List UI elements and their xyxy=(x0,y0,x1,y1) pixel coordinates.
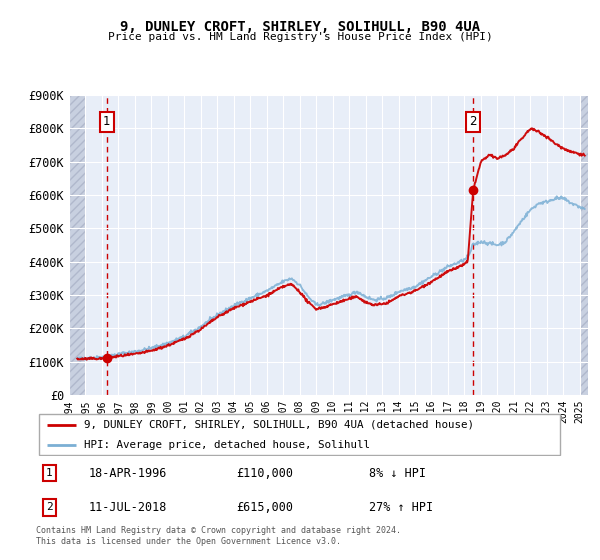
Text: 9, DUNLEY CROFT, SHIRLEY, SOLIHULL, B90 4UA: 9, DUNLEY CROFT, SHIRLEY, SOLIHULL, B90 … xyxy=(120,20,480,34)
Text: £110,000: £110,000 xyxy=(236,467,293,480)
Text: HPI: Average price, detached house, Solihull: HPI: Average price, detached house, Soli… xyxy=(83,440,370,450)
Bar xyxy=(69,95,85,395)
Text: 9, DUNLEY CROFT, SHIRLEY, SOLIHULL, B90 4UA (detached house): 9, DUNLEY CROFT, SHIRLEY, SOLIHULL, B90 … xyxy=(83,419,473,430)
Text: 18-APR-1996: 18-APR-1996 xyxy=(89,467,167,480)
Text: 2: 2 xyxy=(469,115,477,128)
Text: Price paid vs. HM Land Registry's House Price Index (HPI): Price paid vs. HM Land Registry's House … xyxy=(107,32,493,43)
Text: 11-JUL-2018: 11-JUL-2018 xyxy=(89,501,167,514)
Text: 1: 1 xyxy=(46,468,53,478)
Text: 8% ↓ HPI: 8% ↓ HPI xyxy=(368,467,425,480)
FancyBboxPatch shape xyxy=(38,414,560,455)
Text: 2: 2 xyxy=(46,502,53,512)
Text: Contains HM Land Registry data © Crown copyright and database right 2024.
This d: Contains HM Land Registry data © Crown c… xyxy=(36,526,401,546)
Bar xyxy=(580,95,588,395)
Text: 27% ↑ HPI: 27% ↑ HPI xyxy=(368,501,433,514)
Text: £615,000: £615,000 xyxy=(236,501,293,514)
Text: 1: 1 xyxy=(103,115,110,128)
